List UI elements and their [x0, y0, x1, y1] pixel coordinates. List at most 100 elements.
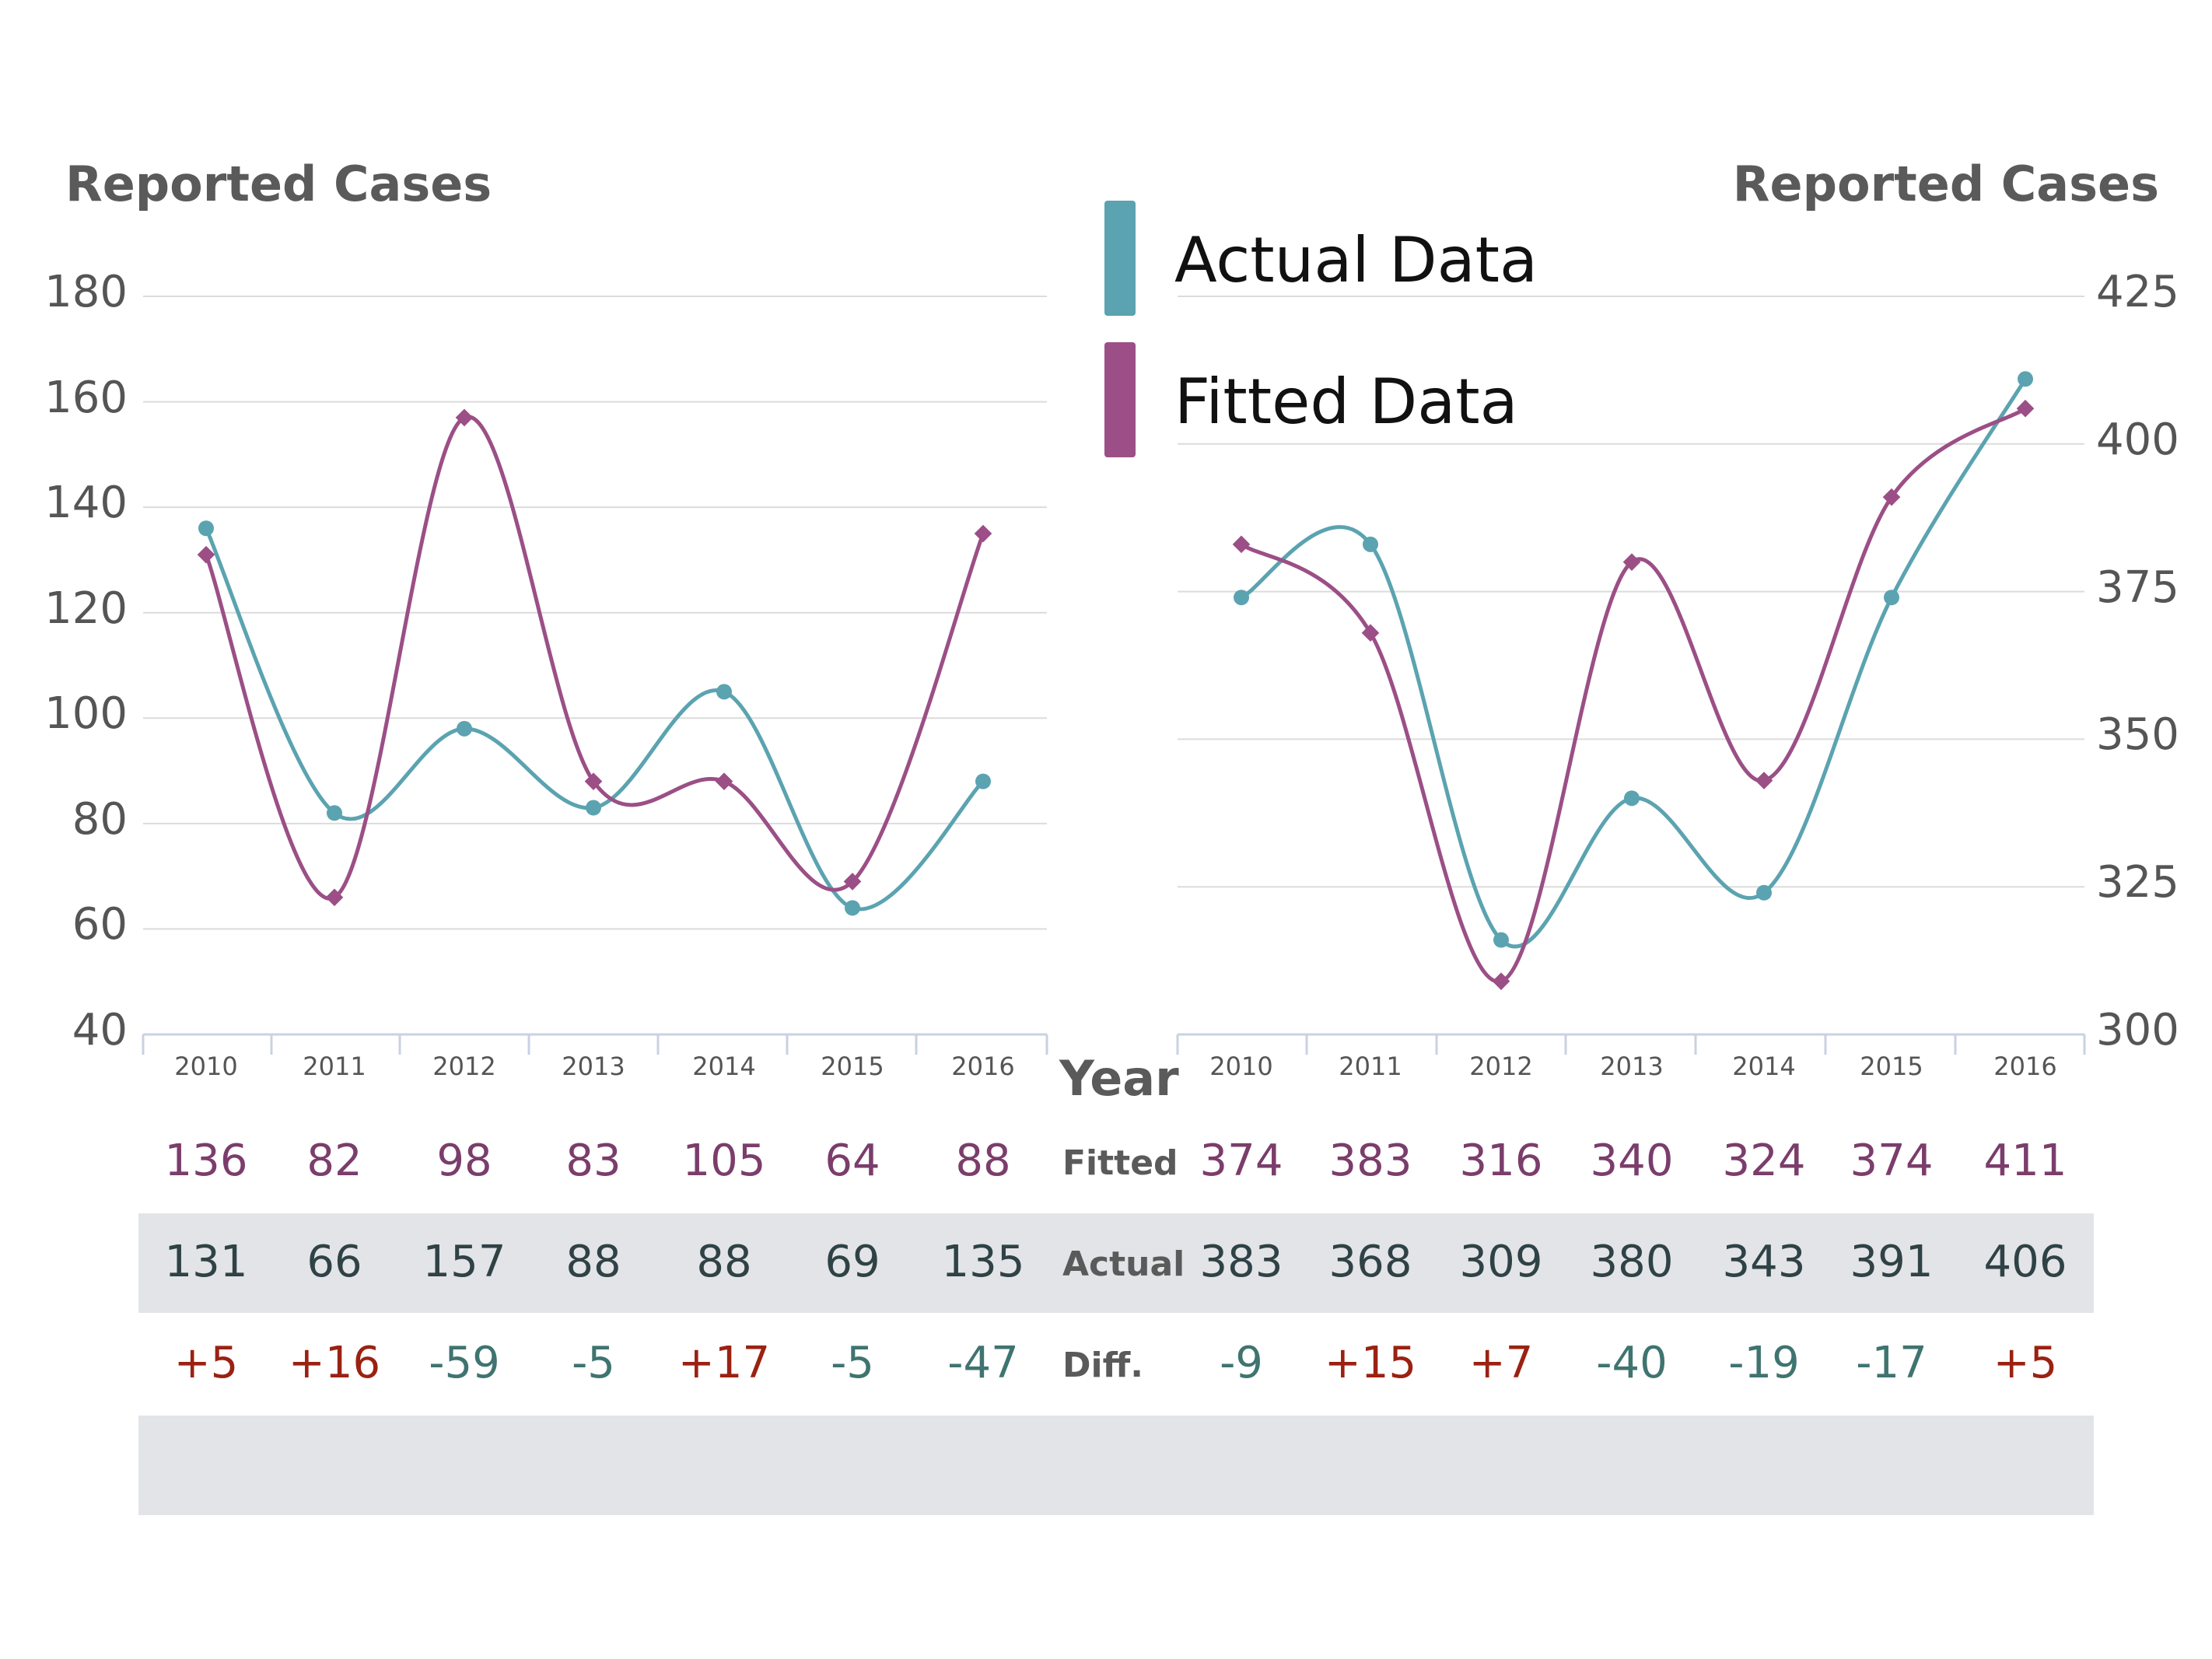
data-point-fitted	[843, 873, 862, 891]
x-tick-label: 2011	[303, 1052, 366, 1081]
data-point-actual	[1624, 790, 1640, 807]
table-cell-fitted: 324	[1722, 1136, 1806, 1186]
legend-label-fitted: Fitted Data	[1174, 366, 1518, 438]
table-band-actual	[138, 1213, 2094, 1313]
y-tick-label: 60	[72, 899, 128, 950]
table-cell-fitted: 136	[164, 1136, 248, 1186]
data-point-actual	[586, 800, 601, 816]
table-cell-fitted: 383	[1328, 1136, 1412, 1186]
y-tick-label: 425	[2096, 267, 2179, 317]
table-cell-actual: 157	[422, 1237, 506, 1287]
y-tick-label: 300	[2096, 1005, 2179, 1055]
table-cell-actual: 368	[1328, 1237, 1412, 1287]
table-band-arrows	[138, 1416, 2094, 1515]
data-point-actual	[975, 773, 991, 789]
table-cell-diff: +15	[1324, 1338, 1417, 1388]
x-axis-title: Year	[1059, 1050, 1179, 1107]
y-tick-label: 180	[44, 267, 128, 317]
data-point-actual	[716, 684, 732, 700]
table-cell-diff: -40	[1596, 1338, 1668, 1388]
x-tick-label: 2012	[432, 1052, 496, 1081]
data-point-fitted	[1882, 488, 1901, 506]
data-point-fitted	[1492, 972, 1510, 990]
data-point-actual	[1363, 536, 1378, 552]
table-cell-fitted: 88	[955, 1136, 1011, 1186]
x-tick-label: 2013	[1600, 1052, 1664, 1081]
data-point-fitted	[715, 772, 733, 790]
y-tick-label: 375	[2096, 562, 2179, 613]
table-cell-fitted: 374	[1199, 1136, 1283, 1186]
table-cell-fitted: 83	[565, 1136, 621, 1186]
x-tick-label: 2012	[1469, 1052, 1533, 1081]
table-cell-fitted: 340	[1590, 1136, 1674, 1186]
table-cell-fitted: 316	[1459, 1136, 1543, 1186]
row-label-diff: Diff.	[1062, 1346, 1143, 1385]
data-point-fitted	[1622, 553, 1641, 571]
table-cell-diff: +5	[173, 1338, 239, 1388]
legend-swatch-actual	[1104, 201, 1136, 316]
table-cell-fitted: 411	[1983, 1136, 2067, 1186]
table-cell-actual: 380	[1590, 1237, 1674, 1287]
left-y-axis-title: Reported Cases	[65, 156, 492, 212]
y-tick-label: 40	[72, 1005, 128, 1055]
table-cell-fitted: 105	[682, 1136, 766, 1186]
data-point-actual	[845, 900, 860, 916]
table-cell-actual: 135	[941, 1237, 1025, 1287]
y-tick-label: 140	[44, 478, 128, 529]
table-cell-fitted: 374	[1850, 1136, 1934, 1186]
table-cell-diff: -19	[1728, 1338, 1800, 1388]
y-tick-label: 400	[2096, 414, 2179, 465]
table-cell-actual: 343	[1722, 1237, 1806, 1287]
data-point-actual	[1493, 932, 1509, 948]
table-cell-fitted: 82	[306, 1136, 362, 1186]
x-tick-label: 2013	[562, 1052, 625, 1081]
data-point-fitted	[1361, 624, 1380, 642]
data-point-fitted	[1755, 772, 1773, 789]
data-point-fitted	[455, 408, 474, 427]
x-tick-label: 2011	[1339, 1052, 1402, 1081]
data-point-actual	[1884, 590, 1899, 606]
table-cell-fitted: 64	[824, 1136, 880, 1186]
table-cell-actual: 406	[1983, 1237, 2067, 1287]
table-cell-actual: 88	[565, 1237, 621, 1287]
series-line-fitted	[1240, 407, 2027, 984]
x-tick-label: 2014	[1732, 1052, 1796, 1081]
data-point-fitted	[584, 772, 603, 790]
y-tick-label: 350	[2096, 709, 2179, 761]
table-cell-actual: 383	[1199, 1237, 1283, 1287]
row-label-actual: Actual	[1062, 1244, 1185, 1284]
legend-swatch-fitted	[1104, 342, 1136, 457]
x-tick-label: 2010	[174, 1052, 238, 1081]
table-cell-diff: -5	[831, 1338, 874, 1388]
data-point-fitted	[325, 888, 344, 907]
table-cell-diff: +5	[1993, 1338, 2058, 1388]
table-cell-actual: 69	[824, 1237, 880, 1287]
y-tick-label: 100	[44, 688, 128, 740]
legend-label-actual: Actual Data	[1174, 224, 1538, 296]
table-cell-diff: +7	[1468, 1338, 1534, 1388]
table-cell-diff: -47	[947, 1338, 1019, 1388]
y-tick-label: 80	[72, 793, 128, 845]
data-point-fitted	[974, 524, 992, 543]
table-cell-diff: -5	[572, 1338, 615, 1388]
data-point-actual	[2018, 371, 2033, 387]
table-cell-actual: 309	[1459, 1237, 1543, 1287]
table-cell-actual: 131	[164, 1237, 248, 1287]
y-tick-label: 160	[44, 372, 128, 423]
table-cell-diff: +16	[288, 1338, 381, 1388]
data-point-actual	[1756, 884, 1772, 901]
y-tick-label: 120	[44, 583, 128, 634]
data-point-fitted	[1232, 535, 1251, 554]
data-point-fitted	[197, 545, 215, 564]
table-cell-diff: -59	[429, 1338, 500, 1388]
data-point-fitted	[2016, 399, 2035, 418]
data-point-actual	[457, 720, 472, 737]
series-line-fitted	[204, 415, 985, 901]
right-y-axis-title: Reported Cases	[1732, 156, 2159, 212]
data-point-actual	[1234, 590, 1249, 606]
series-line-actual	[1240, 377, 2028, 949]
table-cell-actual: 88	[696, 1237, 752, 1287]
x-tick-label: 2015	[821, 1052, 884, 1081]
row-label-fitted: Fitted	[1062, 1143, 1178, 1183]
